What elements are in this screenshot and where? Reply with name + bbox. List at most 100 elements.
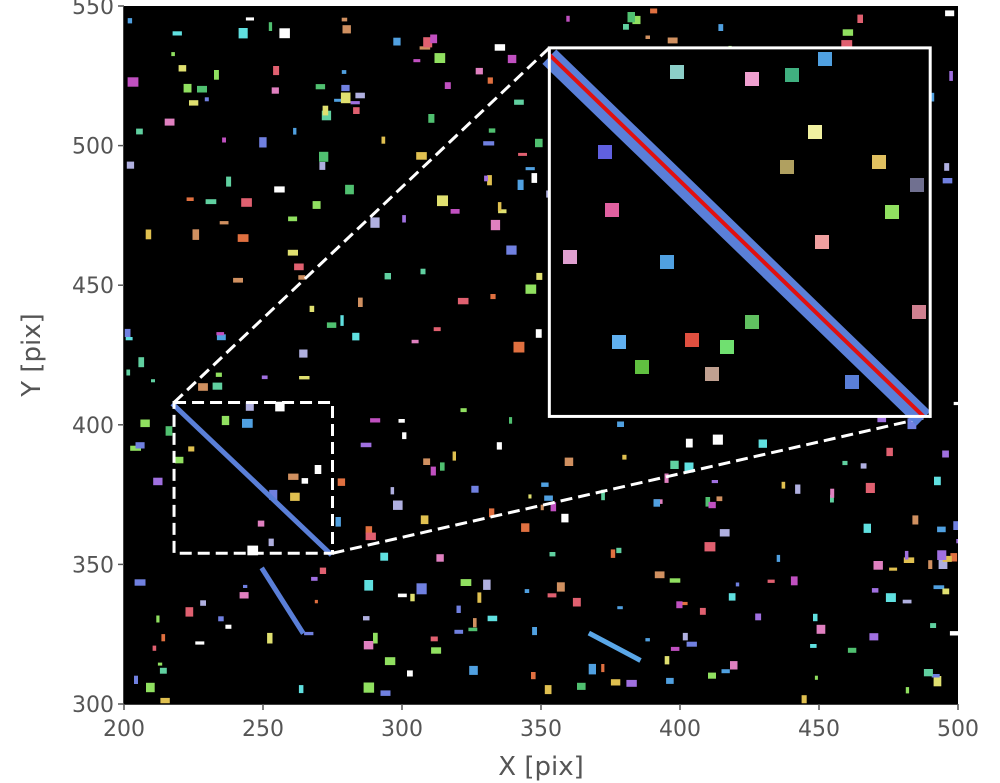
segmentation-blob [942,588,950,595]
inset-blob [815,235,829,249]
y-tick-label: 350 [72,553,114,578]
segmentation-blob [682,632,688,641]
segmentation-blob [126,161,135,169]
segmentation-blob [365,526,373,534]
segmentation-blob [460,579,472,586]
segmentation-blob [175,456,184,464]
zoom-connector [332,414,931,555]
segmentation-blob [393,500,403,510]
segmentation-blob [623,24,629,30]
segmentation-blob [755,613,762,621]
segmentation-blob [484,175,488,182]
segmentation-blob [622,454,627,460]
segmentation-blob [413,59,421,63]
segmentation-blob [498,209,507,214]
x-tick-label: 200 [103,717,145,742]
segmentation-blob [185,607,194,617]
segmentation-blob [221,415,230,426]
segmentation-blob [456,605,461,613]
segmentation-blob [531,173,538,183]
segmentation-blob [364,580,374,591]
segmentation-blob [452,451,456,461]
segmentation-blob [577,682,586,690]
segmentation-blob [259,137,267,148]
inset-blob [845,375,859,389]
y-tick-label: 550 [72,0,114,20]
segmentation-blob [134,675,138,684]
segmentation-blob [238,28,248,39]
segmentation-blob [572,597,581,607]
segmentation-blob [518,152,527,156]
segmentation-blob [268,538,274,547]
segmentation-blob [407,670,413,677]
segmentation-blob [334,98,343,102]
segmentation-blob [487,175,492,186]
segmentation-blob [126,369,131,376]
segmentation-blob [886,447,893,457]
segmentation-blob [758,439,767,448]
segmentation-blob [945,10,955,17]
segmentation-blob [127,77,139,87]
segmentation-blob [513,341,525,353]
segmentation-blob [160,697,170,704]
segmentation-blob [541,482,549,487]
segmentation-blob [776,554,781,562]
inset-blob [910,178,924,192]
segmentation-blob [617,421,624,427]
segmentation-blob [517,179,524,190]
inset-blob [720,340,734,354]
x-tick-label: 250 [242,717,284,742]
segmentation-blob [301,478,309,484]
inset-blob [685,333,699,347]
segmentation-blob [704,542,716,552]
segmentation-blob [810,644,817,648]
segmentation-blob [444,82,451,89]
segmentation-blob [535,329,542,338]
inset-blob [670,65,684,79]
segmentation-blob [544,495,553,501]
segmentation-blob [315,84,326,90]
segmentation-blob [678,601,688,606]
segmentation-blob [670,646,680,651]
segmentation-blob [483,141,495,146]
segmentation-blob [363,616,370,621]
segmentation-blob [477,592,482,603]
segmentation-blob [226,176,232,187]
segmentation-blob [475,67,483,75]
segmentation-blob [956,539,958,544]
segmentation-blob [380,690,391,696]
segmentation-blob [873,561,883,570]
segmentation-blob [322,105,329,116]
segmentation-blob [842,29,854,36]
segmentation-blob [708,501,716,509]
segmentation-blob [198,383,208,391]
segmentation-blob [164,118,175,126]
segmentation-blob [933,676,942,687]
segmentation-blob [243,584,248,588]
segmentation-blob [601,664,605,673]
segmentation-blob [617,606,623,610]
segmentation-blob [212,382,223,390]
segmentation-blob [430,636,438,642]
y-tick-label: 300 [72,693,114,718]
segmentation-blob [626,679,637,687]
inset-blob [705,367,719,381]
y-tick-label: 450 [72,274,114,299]
segmentation-blob [885,593,896,602]
segmentation-blob [419,46,431,50]
segmentation-blob [416,152,427,160]
segmentation-blob [471,485,479,493]
segmentation-blob [294,263,304,271]
segmentation-blob [195,641,205,645]
segmentation-blob [159,667,167,674]
segmentation-blob [319,151,329,162]
segmentation-blob [440,462,445,471]
segmentation-blob [153,477,163,486]
segmentation-blob [942,178,953,184]
segmentation-blob [431,647,442,654]
segmentation-blob [469,665,478,675]
segmentation-blob [225,624,232,629]
segmentation-blob [685,438,693,448]
segmentation-blob [358,297,363,307]
segmentation-blob [468,627,478,632]
